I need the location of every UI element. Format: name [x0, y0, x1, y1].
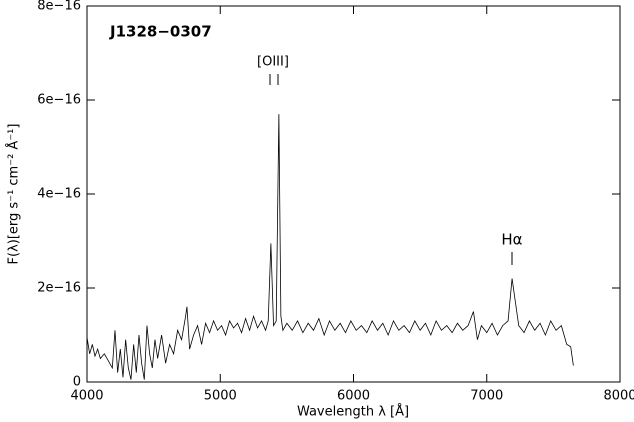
x-tick-label: 7000	[470, 389, 503, 404]
y-axis-label: F(λ)[erg s⁻¹ cm⁻² Å⁻¹]	[6, 124, 22, 265]
spectrum-line	[86, 114, 574, 380]
x-tick-label: 6000	[337, 389, 370, 404]
y-tick-label: 0	[73, 375, 81, 390]
y-tick-label: 2e−16	[37, 281, 81, 296]
x-tick-label: 4000	[70, 389, 103, 404]
chart-title: J1328−0307	[109, 23, 212, 41]
y-tick-label: 6e−16	[37, 93, 81, 108]
x-tick-label: 8000	[603, 389, 634, 404]
y-tick-label: 8e−16	[37, 0, 81, 14]
x-tick-label: 5000	[204, 389, 237, 404]
annotation: Hα	[501, 231, 522, 249]
annotation: [OIII]	[257, 55, 289, 70]
y-tick-label: 4e−16	[37, 187, 81, 202]
x-axis-label: Wavelength λ [Å]	[297, 404, 409, 420]
